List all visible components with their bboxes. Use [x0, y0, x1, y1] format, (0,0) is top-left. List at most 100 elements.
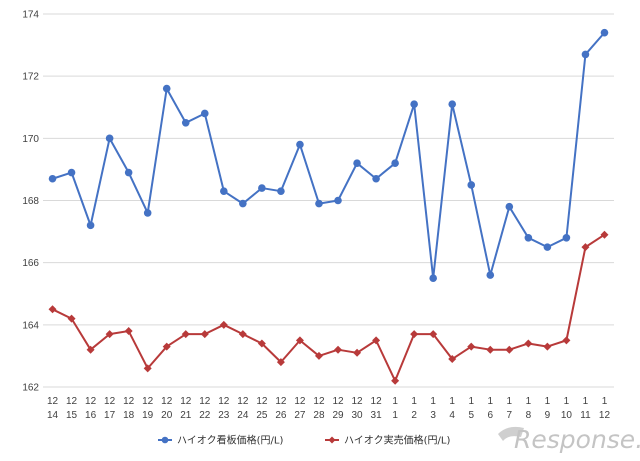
x-tick-day: 26: [275, 410, 287, 421]
x-tick-day: 22: [199, 410, 211, 421]
x-tick-day: 18: [123, 410, 135, 421]
data-point: [334, 196, 342, 205]
data-point: [48, 305, 57, 314]
y-tick-label: 172: [22, 72, 39, 83]
x-tick-month: 1: [526, 396, 532, 407]
data-point: [105, 134, 114, 143]
legend-marker: [161, 436, 169, 444]
series-1: [48, 28, 609, 283]
data-point: [181, 118, 190, 127]
data-point: [124, 168, 133, 177]
x-tick-month: 12: [142, 396, 154, 407]
x-tick-day: 17: [104, 410, 116, 421]
x-tick-day: 20: [161, 410, 173, 421]
x-tick-day: 7: [507, 410, 513, 421]
data-point: [200, 330, 209, 339]
data-point: [353, 159, 361, 167]
x-tick-month: 12: [351, 396, 363, 407]
data-point: [505, 345, 514, 354]
x-tick-month: 12: [123, 396, 135, 407]
data-point: [543, 342, 552, 351]
data-point: [581, 50, 590, 59]
legend: ハイオク看板価格(円/L) ハイオク実売価格(円/L): [158, 434, 450, 447]
x-tick-day: 16: [85, 410, 97, 421]
x-tick-day: 4: [449, 410, 455, 421]
x-tick-month: 1: [468, 396, 474, 407]
data-point: [391, 159, 399, 167]
data-point: [238, 330, 247, 339]
x-tick-month: 12: [275, 396, 287, 407]
x-tick-day: 9: [545, 410, 551, 421]
x-tick-month: 1: [449, 396, 455, 407]
x-tick-month: 12: [85, 396, 97, 407]
data-point: [143, 209, 152, 217]
data-point: [48, 174, 57, 183]
x-tick-day: 10: [561, 410, 573, 421]
data-point: [448, 355, 457, 364]
x-tick-month: 1: [411, 396, 417, 407]
data-point: [124, 327, 133, 336]
x-tick-month: 12: [332, 396, 344, 407]
data-point: [524, 339, 533, 348]
data-point: [143, 364, 152, 373]
series-line: [52, 233, 606, 382]
x-tick-day: 15: [66, 410, 78, 421]
x-tick-month: 1: [430, 396, 436, 407]
data-point: [67, 314, 76, 323]
data-point: [314, 351, 323, 360]
x-tick-day: 12: [599, 410, 611, 421]
data-point: [372, 174, 380, 183]
x-tick-month: 12: [218, 396, 230, 407]
data-point: [105, 330, 114, 339]
watermark-logo: Response.: [498, 425, 640, 454]
data-point: [239, 199, 247, 208]
x-tick-month: 1: [545, 396, 551, 407]
data-point: [86, 345, 95, 354]
x-tick-month: 1: [392, 396, 398, 407]
data-point: [410, 330, 419, 339]
x-tick-month: 12: [66, 396, 78, 407]
x-tick-month: 12: [313, 396, 325, 407]
y-tick-label: 168: [22, 196, 39, 207]
legend-label: ハイオク実売価格(円/L): [344, 434, 450, 447]
x-tick-day: 21: [180, 410, 192, 421]
data-point: [505, 202, 514, 211]
data-point: [219, 320, 228, 329]
x-tick-day: 2: [411, 410, 417, 421]
data-point: [353, 348, 362, 357]
legend-label: ハイオク看板価格(円/L): [177, 434, 283, 447]
x-tick-day: 8: [526, 410, 532, 421]
data-point: [258, 184, 266, 192]
data-point: [86, 221, 95, 230]
data-point: [600, 28, 609, 37]
x-tick-day: 27: [294, 410, 306, 421]
x-tick-day: 1: [392, 410, 398, 421]
data-point: [200, 109, 209, 118]
x-tick-day: 23: [218, 410, 230, 421]
data-point: [486, 271, 495, 279]
legend-marker: [328, 436, 336, 444]
response-swoosh-icon: [498, 426, 524, 441]
data-series: [48, 28, 609, 385]
data-point: [334, 345, 343, 354]
data-point: [181, 330, 190, 339]
data-point: [429, 274, 437, 283]
data-point: [429, 330, 438, 339]
x-tick-day: 25: [256, 410, 268, 421]
x-tick-day: 3: [430, 410, 436, 421]
x-tick-day: 14: [47, 410, 59, 421]
x-tick-month: 12: [180, 396, 192, 407]
data-point: [524, 234, 533, 242]
data-point: [276, 358, 285, 367]
x-tick-month: 12: [237, 396, 249, 407]
data-point: [162, 84, 171, 93]
x-tick-month: 12: [256, 396, 268, 407]
data-point: [581, 243, 590, 252]
data-point: [315, 199, 323, 208]
x-tick-day: 19: [142, 410, 154, 421]
x-tick-month: 12: [161, 396, 173, 407]
data-point: [562, 234, 571, 242]
data-point: [296, 140, 304, 149]
data-point: [257, 339, 266, 348]
